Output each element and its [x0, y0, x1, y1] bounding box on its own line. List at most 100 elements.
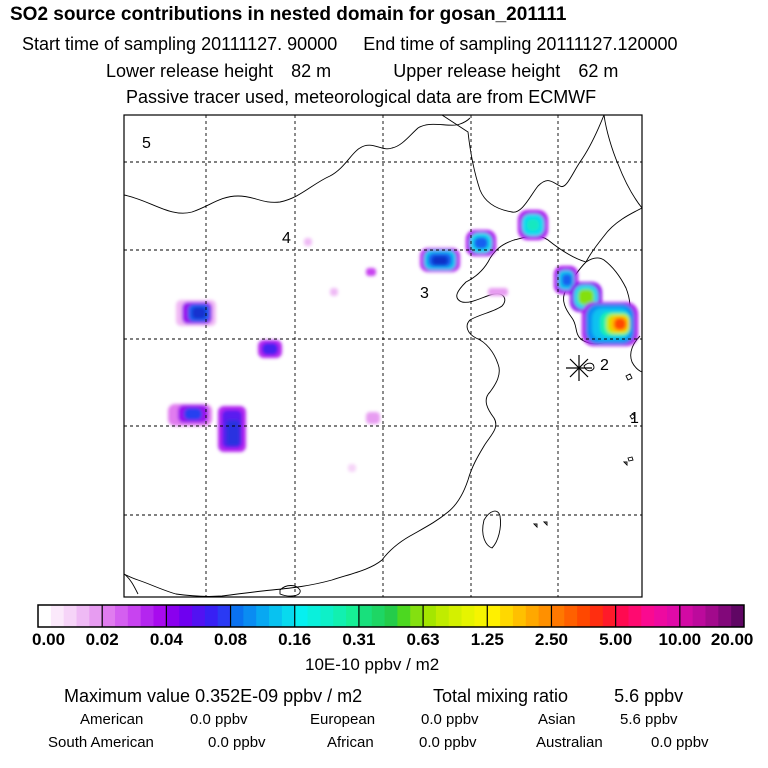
marker-4: 4 [282, 230, 291, 247]
region-australian-name: Australian [536, 734, 603, 751]
region-european-name: European [310, 711, 376, 728]
colorbar-cell [641, 605, 655, 627]
receptor-marker [566, 355, 592, 381]
maximum-row: Maximum value 0.352E-09 ppbv / m2 [64, 686, 362, 707]
total-value: 5.6 ppbv [614, 686, 684, 706]
colorbar-unit: 10E-10 ppbv / m2 [305, 655, 440, 674]
colorbar-cell [140, 605, 155, 627]
region-australian-value: 0.0 ppbv [651, 734, 709, 751]
colorbar-tick-label: 20.00 [710, 630, 754, 649]
island-hainan [279, 585, 301, 597]
colorbar-cell [602, 605, 617, 627]
map-frame [123, 114, 643, 598]
colorbar-cell [461, 605, 475, 627]
region-european-value: 0.0 ppbv [421, 711, 479, 728]
colorbar-cell [256, 605, 270, 627]
max-value: 0.352E-09 ppbv / m2 [195, 686, 363, 706]
upper-height-value: 62 m [578, 61, 619, 81]
colorbar-tick-label: 0.04 [149, 630, 183, 649]
region-african-name: African [327, 734, 374, 751]
colorbar-cell [564, 605, 578, 627]
marker-3: 3 [420, 285, 429, 302]
colorbar-tick-label: 0.08 [213, 630, 248, 649]
colorbar-cell [692, 605, 706, 627]
total-label: Total mixing ratio [433, 686, 569, 706]
tracer-note: Passive tracer used, meteorological data… [126, 87, 597, 107]
grid-lines [124, 115, 642, 597]
colorbar-cell [76, 605, 90, 627]
colorbar-cell [346, 605, 360, 627]
page-title: SO2 source contributions in nested domai… [10, 4, 567, 25]
colorbar-cell [397, 605, 411, 627]
end-time-value: 20111127.120000 [536, 34, 678, 54]
marker-1: 1 [630, 410, 639, 427]
region-asian-value: 5.6 ppbv [620, 711, 678, 728]
colorbar-cell [628, 605, 642, 627]
colorbar-cells [38, 605, 745, 627]
colorbar-cell [615, 605, 629, 627]
colorbar-cell [217, 605, 232, 627]
colorbar-tick-label: 0.31 [342, 630, 376, 649]
colorbar-cell [115, 605, 129, 627]
region-asian-name: Asian [538, 711, 576, 728]
colorbar-cell [230, 605, 244, 627]
colorbar-cell [269, 605, 283, 627]
colorbar-cell [63, 605, 78, 627]
plume-small-2 [366, 268, 376, 276]
plume-small-6 [488, 288, 508, 296]
colorbar-frame [37, 604, 745, 628]
coast-south-china [124, 559, 383, 597]
colorbar-cell [487, 605, 501, 627]
colorbar-cell [718, 605, 732, 627]
sampling-times: Start time of sampling 20111127. 90000 E… [22, 34, 678, 55]
marker-5: 5 [142, 135, 151, 152]
region-south-american-value: 0.0 ppbv [208, 734, 266, 751]
colorbar-cell [435, 605, 450, 627]
colorbar-cell [50, 605, 65, 627]
colorbar-cell [358, 605, 373, 627]
upper-height-label: Upper release height [393, 61, 561, 81]
island-taiwan [482, 510, 501, 549]
colorbar-tick-label: 10.00 [658, 630, 702, 649]
colorbar-cell [371, 605, 386, 627]
coast-russia [585, 207, 642, 263]
colorbar-cell [243, 605, 257, 627]
release-heights: Lower release height 82 m Upper release … [106, 61, 618, 82]
colorbar-cell [448, 605, 463, 627]
colorbar-cell [679, 605, 694, 627]
colorbar-tick-label: 1.25 [470, 630, 504, 649]
border-northeast [441, 115, 605, 213]
colorbar-tick-label: 0.16 [278, 630, 312, 649]
colorbar-cell [577, 605, 591, 627]
colorbar-cell [384, 605, 398, 627]
colorbar-cell [500, 605, 514, 627]
lower-height-label: Lower release height [106, 61, 274, 81]
colorbar-cell [179, 605, 193, 627]
colorbar-cell [654, 605, 668, 627]
colorbar-tick-label: 2.50 [534, 630, 568, 649]
colorbar-cell [423, 605, 437, 627]
island-jeju [583, 362, 595, 372]
colorbar-cell [127, 605, 142, 627]
region-african-value: 0.0 ppbv [419, 734, 477, 751]
plume-small-1 [304, 238, 312, 246]
colorbar-tick-label: 0.63 [406, 630, 440, 649]
colorbar-cell [551, 605, 565, 627]
colorbar-cell [102, 605, 116, 627]
region-american-name: American [80, 711, 144, 728]
border-north [124, 117, 471, 214]
region-american-value: 0.0 ppbv [190, 711, 248, 728]
colorbar-cell [307, 605, 321, 627]
colorbar-cell [512, 605, 527, 627]
colorbar-cell [204, 605, 219, 627]
colorbar-cell [166, 605, 180, 627]
colorbar-cell [333, 605, 347, 627]
colorbar-cell [525, 605, 540, 627]
end-time-label: End time of sampling [363, 34, 532, 54]
colorbar-tick-label: 0.02 [85, 630, 119, 649]
colorbar-cell [666, 605, 681, 627]
colorbar-cell [153, 605, 167, 627]
lower-height-value: 82 m [291, 61, 332, 81]
island-kyushu [630, 335, 642, 373]
